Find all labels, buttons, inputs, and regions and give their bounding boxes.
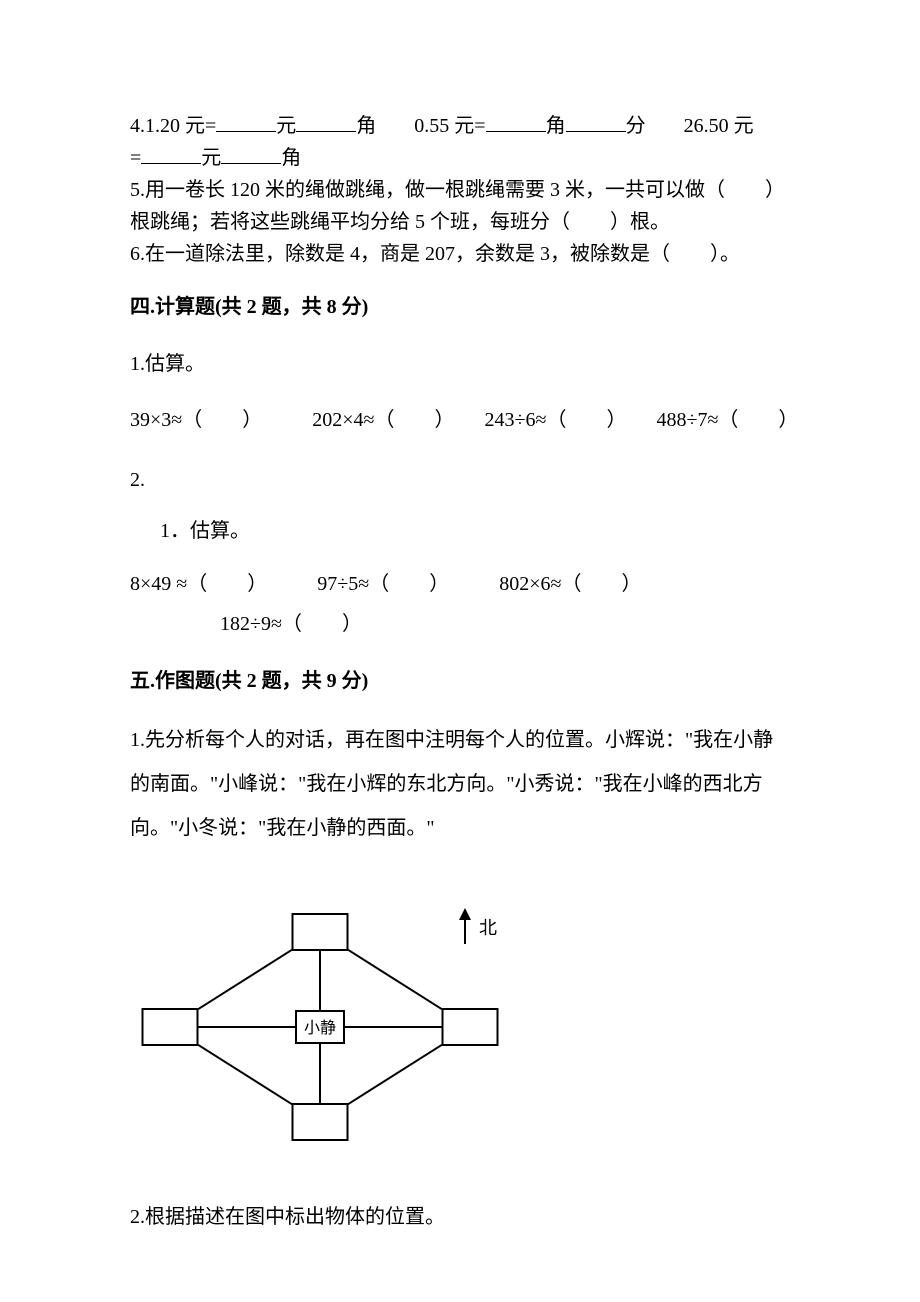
svg-text:北: 北 [479, 918, 497, 938]
fill-q4-mid2: 26.50 元 [684, 115, 754, 137]
sec4-q2-sublabel: 1．估算。 [130, 516, 790, 546]
blank[interactable] [216, 110, 276, 132]
fill-q4-eq: = [130, 147, 141, 169]
blank[interactable] [296, 110, 356, 132]
svg-text:小静: 小静 [304, 1019, 336, 1037]
unit: 元 [276, 115, 296, 137]
sec4-q1-label: 1.估算。 [130, 344, 790, 384]
sec4-q2: 2. [130, 460, 790, 500]
blank[interactable] [141, 142, 201, 164]
blank[interactable] [566, 110, 626, 132]
unit: 元 [201, 147, 221, 169]
fill-q4: 4.1.20 元=元角 0.55 元=角分 26.50 元 =元角 [130, 110, 790, 174]
sec4-q2-label: 2. [130, 460, 790, 500]
sec5-title: 五.作图题(共 2 题，共 9 分) [130, 666, 790, 696]
position-diagram: 小静 北 [130, 872, 530, 1172]
sec4-q2-row2: 182÷9≈（ ） [130, 604, 790, 644]
sec4-q1: 1.估算。 [130, 344, 790, 384]
fill-q5: 5.用一卷长 120 米的绳做跳绳，做一根跳绳需要 3 米，一共可以做（ ）根跳… [130, 174, 790, 238]
unit: 分 [626, 115, 646, 137]
unit: 角 [356, 115, 376, 137]
fill-q6: 6.在一道除法里，除数是 4，商是 207，余数是 3，被除数是（ ）。 [130, 238, 790, 270]
blank[interactable] [486, 110, 546, 132]
fill-q4-text: 4.1.20 元= [130, 115, 216, 137]
unit: 角 [281, 147, 301, 169]
sec5-q1: 1.先分析每个人的对话，再在图中注明每个人的位置。小辉说："我在小静的南面。"小… [130, 718, 790, 850]
sec4-title: 四.计算题(共 2 题，共 8 分) [130, 292, 790, 322]
fill-q4-mid1: 0.55 元= [414, 115, 485, 137]
unit: 角 [546, 115, 566, 137]
sec5-q2: 2.根据描述在图中标出物体的位置。 [130, 1202, 790, 1232]
blank[interactable] [221, 142, 281, 164]
sec4-q2-row1: 8×49 ≈（ ） 97÷5≈（ ） 802×6≈（ ） [130, 564, 790, 604]
sec4-q1-row: 39×3≈（ ） 202×4≈（ ） 243÷6≈（ ） 488÷7≈（ ） [130, 400, 790, 440]
sec5-diagram: 小静 北 [130, 872, 790, 1172]
